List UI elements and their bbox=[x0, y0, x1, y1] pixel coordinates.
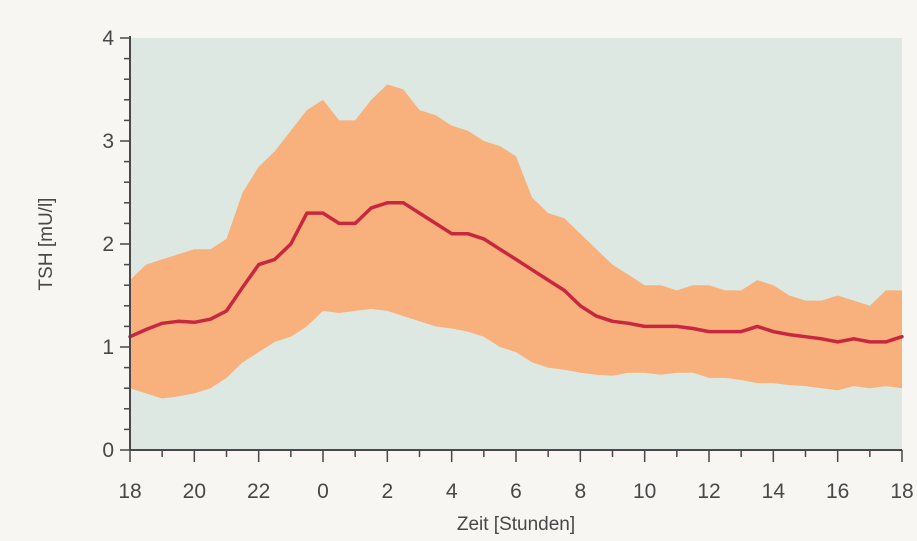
x-tick-label: 8 bbox=[574, 480, 586, 503]
y-axis-title: TSH [mU/l] bbox=[36, 198, 57, 291]
y-tick-label: 3 bbox=[102, 130, 114, 153]
x-tick-label: 0 bbox=[317, 480, 329, 503]
x-tick-label: 22 bbox=[247, 480, 270, 503]
x-tick-label: 6 bbox=[510, 480, 522, 503]
x-tick-label: 14 bbox=[762, 480, 786, 503]
x-tick-label: 4 bbox=[446, 480, 458, 503]
x-axis-title: Zeit [Stunden] bbox=[457, 514, 575, 535]
x-tick-label: 16 bbox=[826, 480, 849, 503]
y-tick-label: 0 bbox=[102, 439, 114, 462]
tsh-range-band bbox=[130, 84, 902, 399]
y-tick-label: 1 bbox=[102, 336, 114, 359]
x-tick-label: 10 bbox=[633, 480, 656, 503]
y-tick-label: 2 bbox=[102, 233, 114, 256]
x-tick-label: 12 bbox=[697, 480, 720, 503]
tsh-mean-line bbox=[128, 201, 904, 344]
x-tick-label: 20 bbox=[183, 480, 206, 503]
x-tick-label: 2 bbox=[381, 480, 393, 503]
x-tick-label: 18 bbox=[890, 480, 913, 503]
y-tick-label: 4 bbox=[102, 27, 114, 50]
x-tick-label: 18 bbox=[118, 480, 141, 503]
